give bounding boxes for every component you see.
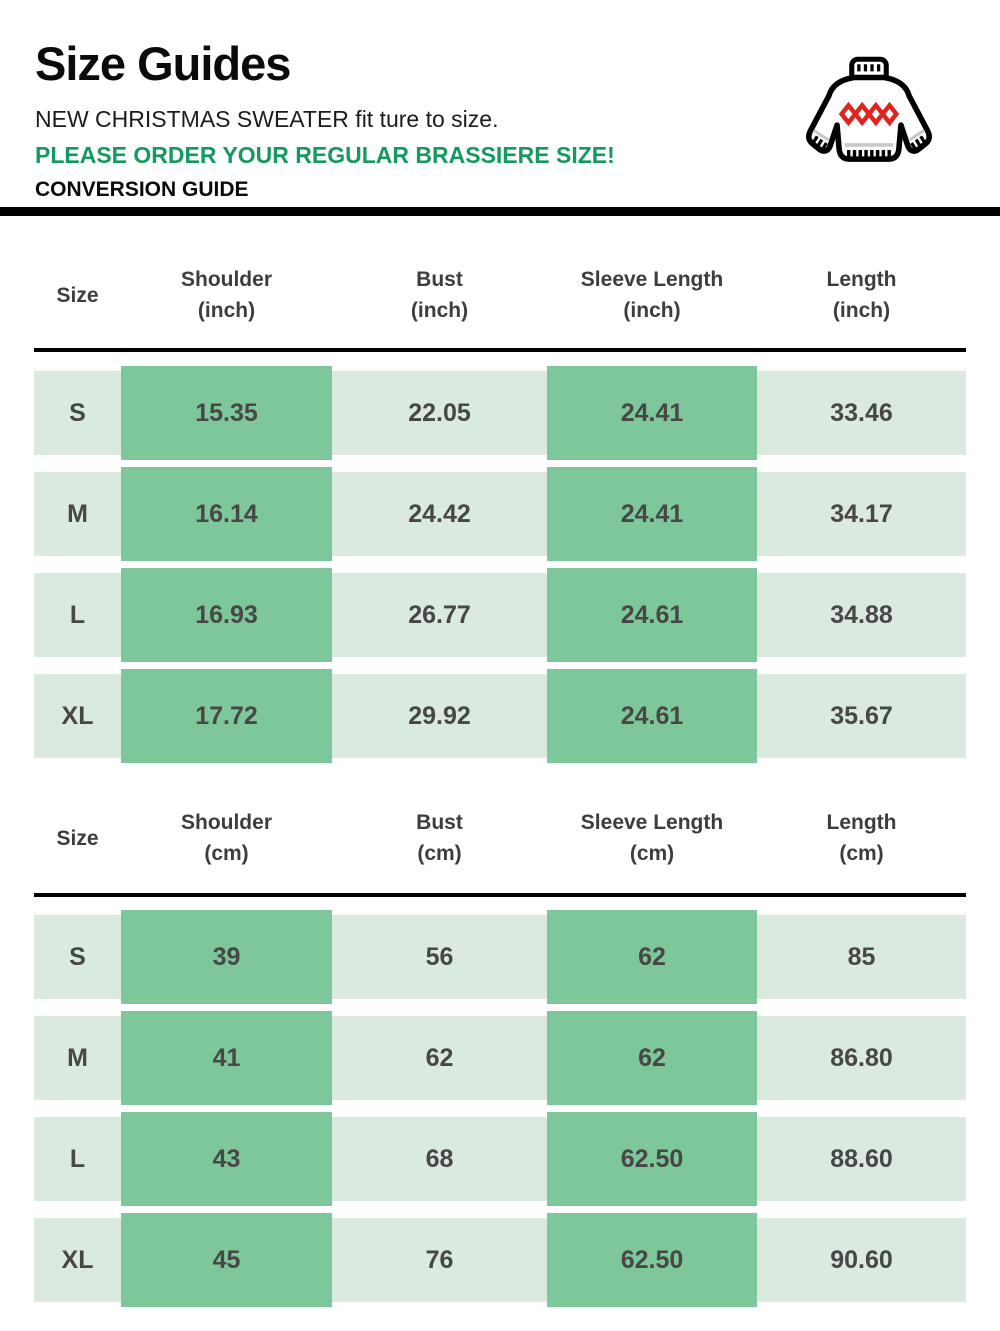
- shoulder-cell: 17.72: [121, 669, 332, 763]
- shoulder-cell: 45: [121, 1213, 332, 1307]
- shoulder-cell: 39: [121, 910, 332, 1004]
- header: Size Guides NEW CHRISTMAS SWEATER fit tu…: [35, 0, 805, 202]
- christmas-sweater-icon: [806, 56, 932, 162]
- length-cell: 34.17: [757, 472, 966, 556]
- table-inch-header-row: Size Shoulder (inch) Bust (inch) Sleeve …: [34, 247, 966, 343]
- col-header-label: Sleeve Length: [580, 811, 724, 834]
- table-row: L 16.93 26.77 24.61 34.88: [34, 568, 966, 662]
- table-divider-line: [34, 348, 966, 352]
- length-cell: 33.46: [757, 371, 966, 455]
- col-header-bust: Bust (cm): [332, 807, 547, 869]
- table-cm-rows: S 39 56 62 85 M 41 62 62 86.80 L 43 68 6…: [34, 910, 966, 1307]
- col-header-sleeve-length: Sleeve Length (inch): [547, 264, 757, 326]
- col-header-bust: Bust (inch): [332, 264, 547, 326]
- header-divider-bar: [0, 207, 1000, 216]
- col-header-shoulder: Shoulder (inch): [121, 264, 332, 326]
- sleeve-cell: 24.41: [547, 467, 757, 561]
- col-header-label: Size: [56, 283, 99, 307]
- bust-cell: 68: [332, 1117, 547, 1201]
- table-row: S 15.35 22.05 24.41 33.46: [34, 366, 966, 460]
- shoulder-cell: 15.35: [121, 366, 332, 460]
- col-header-unit: (cm): [839, 842, 884, 865]
- length-cell: 90.60: [757, 1218, 966, 1302]
- size-cell: L: [34, 1117, 121, 1201]
- col-header-unit: (inch): [623, 299, 681, 322]
- table-row: M 16.14 24.42 24.41 34.17: [34, 467, 966, 561]
- fit-subtitle: NEW CHRISTMAS SWEATER fit ture to size.: [35, 106, 499, 132]
- col-header-label: Bust: [416, 268, 463, 291]
- length-cell: 86.80: [757, 1016, 966, 1100]
- col-header-size: Size: [34, 823, 121, 854]
- table-cm-header-row: Size Shoulder (cm) Bust (cm) Sleeve Leng…: [34, 759, 966, 893]
- col-header-label: Shoulder: [180, 811, 272, 834]
- size-table-inch: Size Shoulder (inch) Bust (inch) Sleeve …: [34, 252, 966, 763]
- col-header-unit: (inch): [410, 299, 469, 322]
- table-row: M 41 62 62 86.80: [34, 1011, 966, 1105]
- shoulder-cell: 16.14: [121, 467, 332, 561]
- bust-cell: 26.77: [332, 573, 547, 657]
- length-cell: 85: [757, 915, 966, 999]
- col-header-unit: (cm): [204, 842, 249, 865]
- sleeve-cell: 24.61: [547, 669, 757, 763]
- col-header-label: Sleeve Length: [580, 268, 724, 291]
- col-header-length: Length (inch): [757, 264, 966, 326]
- shoulder-cell: 41: [121, 1011, 332, 1105]
- col-header-length: Length (cm): [757, 807, 966, 869]
- bust-cell: 29.92: [332, 674, 547, 758]
- col-header-shoulder: Shoulder (cm): [121, 807, 332, 869]
- table-row: L 43 68 62.50 88.60: [34, 1112, 966, 1206]
- col-header-unit: (cm): [629, 842, 675, 865]
- sleeve-cell: 62: [547, 1011, 757, 1105]
- size-cell: M: [34, 1016, 121, 1100]
- length-cell: 35.67: [757, 674, 966, 758]
- conversion-guide-label: CONVERSION GUIDE: [35, 178, 249, 201]
- table-row: XL 17.72 29.92 24.61 35.67: [34, 669, 966, 763]
- length-cell: 88.60: [757, 1117, 966, 1201]
- col-header-label: Size: [56, 826, 99, 850]
- length-cell: 34.88: [757, 573, 966, 657]
- sleeve-cell: 24.61: [547, 568, 757, 662]
- size-cell: XL: [34, 1218, 121, 1302]
- sleeve-cell: 62.50: [547, 1112, 757, 1206]
- size-table-cm: Size Shoulder (cm) Bust (cm) Sleeve Leng…: [34, 759, 966, 1307]
- col-header-label: Bust: [416, 811, 463, 834]
- table-inch-rows: S 15.35 22.05 24.41 33.46 M 16.14 24.42 …: [34, 366, 966, 763]
- size-cell: L: [34, 573, 121, 657]
- sleeve-cell: 62.50: [547, 1213, 757, 1307]
- bust-cell: 76: [332, 1218, 547, 1302]
- col-header-sleeve-length: Sleeve Length (cm): [547, 807, 757, 869]
- col-header-size: Size: [34, 280, 121, 311]
- sleeve-cell: 62: [547, 910, 757, 1004]
- size-cell: M: [34, 472, 121, 556]
- sleeve-cell: 24.41: [547, 366, 757, 460]
- table-row: XL 45 76 62.50 90.60: [34, 1213, 966, 1307]
- col-header-label: Length: [826, 268, 897, 291]
- col-header-unit: (inch): [832, 299, 891, 322]
- col-header-unit: (cm): [417, 842, 462, 865]
- size-cell: S: [34, 371, 121, 455]
- size-cell: S: [34, 915, 121, 999]
- diamond-pattern: [838, 101, 900, 127]
- shoulder-cell: 43: [121, 1112, 332, 1206]
- col-header-label: Length: [826, 811, 897, 834]
- bust-cell: 22.05: [332, 371, 547, 455]
- table-divider-line: [34, 893, 966, 897]
- col-header-unit: (inch): [197, 299, 256, 322]
- bust-cell: 62: [332, 1016, 547, 1100]
- bust-cell: 24.42: [332, 472, 547, 556]
- table-row: S 39 56 62 85: [34, 910, 966, 1004]
- shoulder-cell: 16.93: [121, 568, 332, 662]
- bust-cell: 56: [332, 915, 547, 999]
- size-cell: XL: [34, 674, 121, 758]
- page-title: Size Guides: [35, 37, 291, 90]
- order-notice: PLEASE ORDER YOUR REGULAR BRASSIERE SIZE…: [35, 142, 615, 168]
- col-header-label: Shoulder: [180, 268, 272, 291]
